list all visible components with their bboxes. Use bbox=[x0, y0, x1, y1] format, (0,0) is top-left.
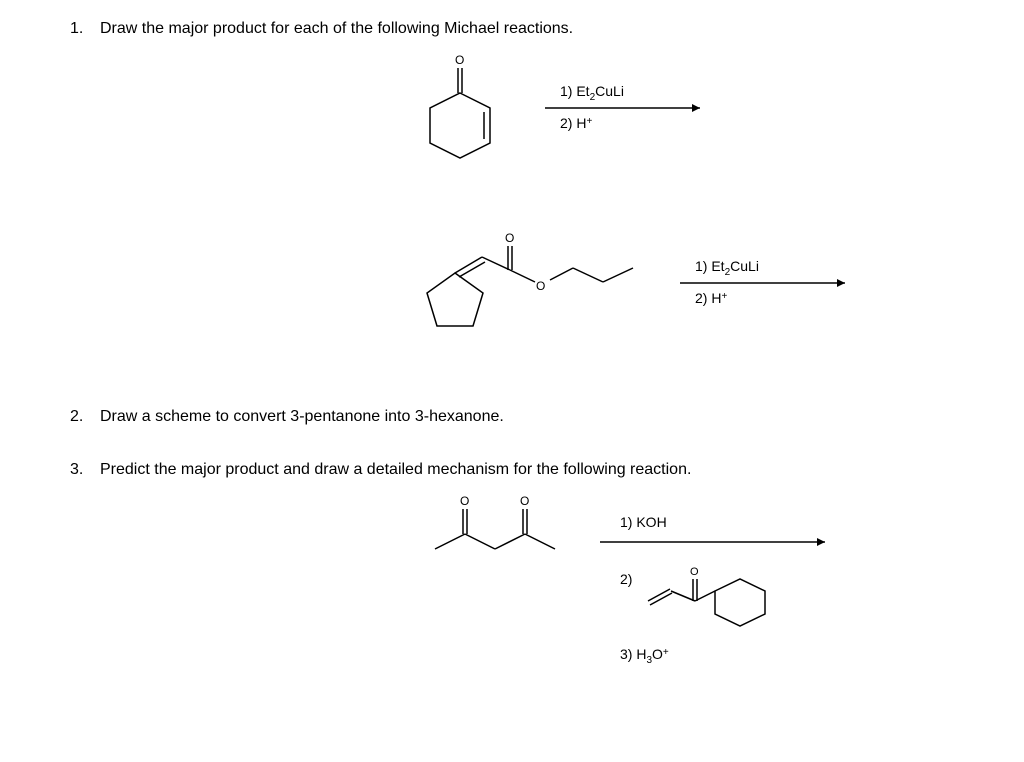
question-3: 3. Predict the major product and draw a … bbox=[70, 461, 954, 479]
r1a-reagent1-tail: CuLi bbox=[595, 83, 624, 99]
r3-reagent1: 1) KOH bbox=[620, 514, 667, 530]
r3-reagent3-head: 3) H bbox=[620, 646, 646, 662]
reaction-3: O O 1) KOH 2) bbox=[70, 489, 954, 679]
r1a-reagent1-head: 1) Et bbox=[560, 83, 590, 99]
svg-text:1) Et2CuLi: 1) Et2CuLi bbox=[560, 83, 624, 103]
ester-structure-icon: O O bbox=[405, 218, 665, 348]
cyclohexenone-icon: O bbox=[405, 48, 515, 178]
reaction-1b: O O 1) Et2CuLi 2) H+ bbox=[70, 218, 954, 378]
r1b-reagent2-head: 2) H bbox=[695, 290, 721, 306]
q3-number: 3. bbox=[70, 461, 100, 479]
r1b-reagent2-sup: + bbox=[721, 291, 727, 302]
arrow-1a-icon: 1) Et2CuLi 2) H+ bbox=[545, 78, 715, 158]
r1b-reagent1-tail: CuLi bbox=[730, 258, 759, 274]
r3-reagent3-sup: + bbox=[663, 647, 669, 658]
question-1: 1. Draw the major product for each of th… bbox=[70, 20, 954, 38]
r1a-reagent2-sup: + bbox=[586, 116, 592, 127]
r1a-reagent2-head: 2) H bbox=[560, 115, 586, 131]
svg-text:2) H+: 2) H+ bbox=[695, 290, 727, 306]
q2-number: 2. bbox=[70, 408, 100, 426]
arrow-3-icon: 1) KOH 2) O bbox=[600, 489, 840, 669]
reaction-1a: O 1) Et2CuLi 2) H+ bbox=[70, 48, 954, 198]
question-2: 2. Draw a scheme to convert 3-pentanone … bbox=[70, 408, 954, 426]
q1-number: 1. bbox=[70, 20, 100, 38]
svg-text:1) Et2CuLi: 1) Et2CuLi bbox=[695, 258, 759, 278]
q3-text: Predict the major product and draw a det… bbox=[100, 461, 691, 479]
arrow-1b-icon: 1) Et2CuLi 2) H+ bbox=[680, 253, 860, 333]
r3-reagent3-tail: O bbox=[652, 646, 663, 662]
r1b-reagent1-head: 1) Et bbox=[695, 258, 725, 274]
svg-text:O: O bbox=[690, 566, 699, 578]
q2-text: Draw a scheme to convert 3-pentanone int… bbox=[100, 408, 504, 426]
svg-text:O: O bbox=[520, 494, 529, 508]
r3-reagent2-num: 2) bbox=[620, 571, 632, 587]
svg-text:O: O bbox=[536, 279, 545, 293]
oxygen-label: O bbox=[455, 53, 464, 67]
svg-text:O: O bbox=[505, 231, 514, 245]
svg-text:3) H3O+: 3) H3O+ bbox=[620, 646, 669, 666]
svg-text:O: O bbox=[460, 494, 469, 508]
pentanedione-icon: O O bbox=[420, 489, 590, 579]
svg-text:2) H+: 2) H+ bbox=[560, 115, 592, 131]
q1-text: Draw the major product for each of the f… bbox=[100, 20, 573, 38]
enone-icon: O bbox=[648, 566, 765, 626]
